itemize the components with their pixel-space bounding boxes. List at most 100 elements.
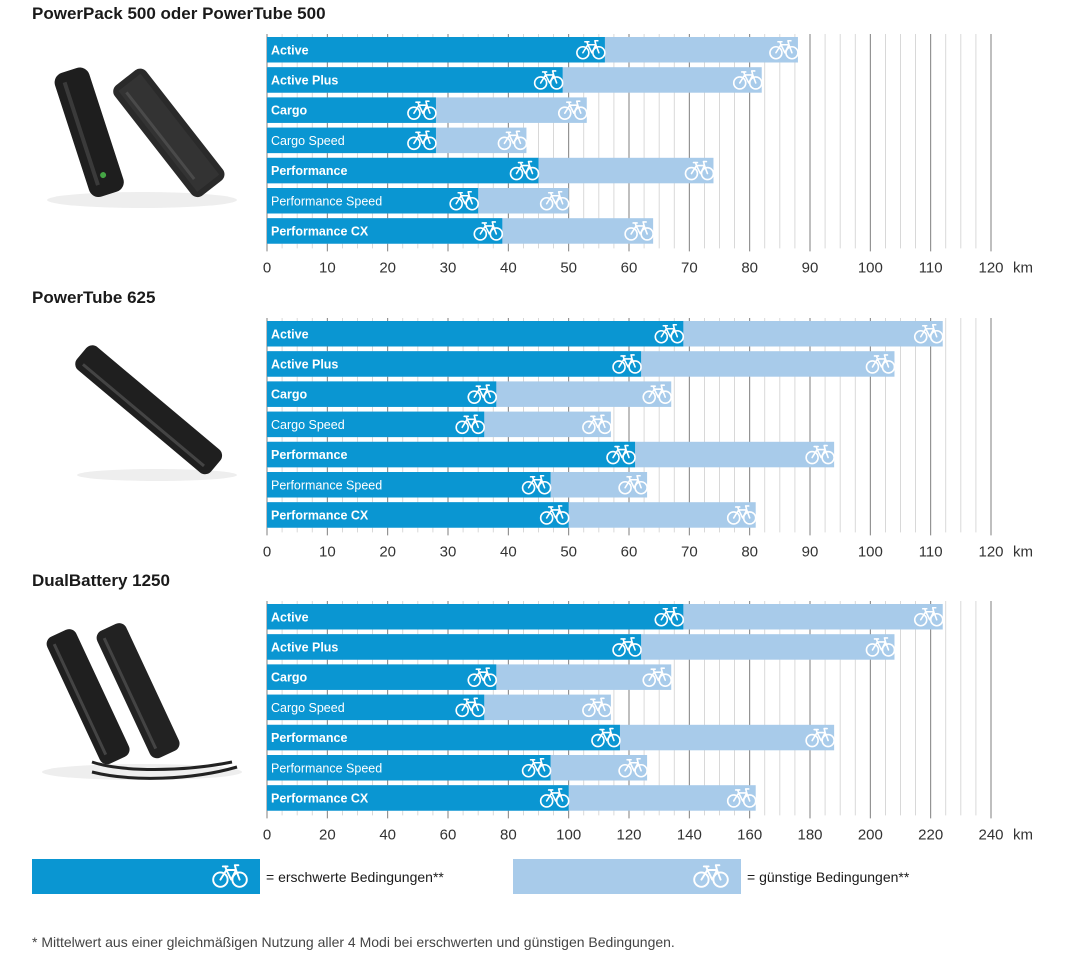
bar-row: Performance Speed — [267, 188, 570, 214]
x-tick-label: 40 — [500, 543, 517, 560]
bar-difficult — [267, 785, 569, 811]
x-tick-label: 20 — [379, 259, 396, 276]
bicycle-icon — [455, 697, 486, 718]
x-tick-label: 160 — [737, 826, 762, 843]
bicycle-icon — [726, 505, 757, 525]
category-label: Cargo — [271, 104, 307, 118]
bicycle-icon — [509, 160, 540, 181]
bar-difficult — [267, 502, 569, 528]
legend-swatch-easy — [513, 859, 741, 894]
bar-row: Performance — [267, 157, 715, 184]
category-label: Performance Speed — [271, 478, 382, 492]
category-label: Cargo Speed — [271, 134, 345, 148]
bicycle-icon — [473, 221, 504, 241]
bicycle-icon — [582, 697, 612, 718]
x-tick-label: 100 — [858, 543, 883, 560]
bar-row: Cargo Speed — [267, 411, 612, 438]
x-tick-label: 20 — [379, 543, 396, 560]
bar-row: Performance Speed — [267, 472, 648, 498]
battery-image-powertube-625 — [75, 345, 237, 481]
bicycle-icon — [732, 70, 763, 90]
bicycle-icon — [612, 637, 642, 657]
bar-difficult — [267, 381, 497, 407]
range-chart-powerpack-500: Active Active Plus Cargo Cargo Speed Perform… — [263, 34, 1033, 276]
x-tick-label: 100 — [556, 826, 581, 843]
category-label: Active — [271, 610, 309, 624]
x-tick-label: 0 — [263, 543, 271, 560]
x-tick-label: 70 — [681, 543, 698, 560]
bicycle-icon — [805, 727, 835, 748]
bar-row: Cargo Speed — [267, 127, 528, 154]
x-tick-label: 220 — [918, 826, 943, 843]
x-tick-label: 0 — [263, 826, 271, 843]
bar-row: Active — [267, 37, 799, 63]
x-unit-label: km — [1013, 259, 1033, 276]
bicycle-icon — [576, 39, 606, 60]
category-label: Cargo Speed — [271, 701, 345, 715]
bar-difficult — [267, 127, 436, 154]
x-tick-label: 80 — [741, 543, 758, 560]
chart-title-dualbattery-1250: DualBattery 1250 — [32, 571, 170, 590]
x-tick-label: 80 — [500, 826, 517, 843]
legend-label-hard: = erschwerte Bedingungen** — [266, 869, 444, 885]
bicycle-icon — [612, 354, 642, 374]
bar-difficult — [267, 67, 563, 93]
bicycle-icon — [407, 100, 437, 120]
category-label: Active Plus — [271, 73, 338, 87]
battery-image-dualbattery-1250 — [42, 623, 242, 780]
bicycle-icon — [865, 637, 896, 657]
bar-row: Cargo — [267, 381, 673, 407]
bicycle-icon — [467, 384, 498, 404]
bar-row: Active Plus — [267, 634, 896, 660]
category-label: Cargo — [271, 388, 307, 402]
bicycle-icon — [769, 39, 799, 60]
x-tick-label: 20 — [319, 826, 336, 843]
footnote: * Mittelwert aus einer gleichmäßigen Nut… — [32, 934, 675, 950]
bicycle-icon — [455, 414, 486, 435]
category-label: Active Plus — [271, 357, 338, 371]
bicycle-icon — [642, 384, 673, 404]
category-label: Performance — [271, 448, 347, 462]
x-tick-label: 140 — [677, 826, 702, 843]
bar-difficult — [267, 218, 503, 244]
bicycle-icon — [497, 130, 528, 151]
x-tick-label: 60 — [440, 826, 457, 843]
bar-difficult — [267, 97, 436, 123]
bar-difficult — [267, 694, 485, 721]
x-tick-label: 30 — [440, 543, 457, 560]
bar-row: Performance Speed — [267, 755, 648, 781]
category-label: Cargo — [271, 671, 307, 685]
x-tick-label: 0 — [263, 259, 271, 276]
bicycle-icon — [913, 323, 944, 344]
chart-title-powertube-625: PowerTube 625 — [32, 288, 156, 307]
bicycle-icon — [212, 864, 248, 888]
bar-row: Performance CX — [267, 785, 757, 811]
bicycle-icon — [521, 474, 552, 495]
category-label: Active — [271, 43, 309, 57]
x-tick-label: 40 — [379, 826, 396, 843]
x-tick-label: 120 — [978, 259, 1003, 276]
category-label: Active Plus — [271, 640, 338, 654]
bar-difficult — [267, 634, 642, 660]
bicycle-icon — [467, 667, 498, 687]
range-chart-dualbattery-1250: Active Active Plus Cargo Cargo Speed Perform… — [263, 601, 1033, 843]
x-tick-label: 70 — [681, 259, 698, 276]
category-label: Performance CX — [271, 508, 369, 522]
bar-difficult — [267, 351, 642, 377]
bicycle-icon — [618, 474, 648, 495]
category-label: Performance CX — [271, 791, 369, 805]
legend-swatch-hard — [32, 859, 260, 894]
bar-difficult — [267, 157, 539, 184]
bar-difficult — [267, 188, 479, 214]
x-tick-label: 10 — [319, 543, 336, 560]
bicycle-icon — [654, 323, 685, 344]
x-tick-label: 60 — [621, 259, 638, 276]
category-label: Active — [271, 327, 309, 341]
bicycle-icon — [539, 505, 570, 525]
bar-difficult — [267, 604, 684, 630]
bar-difficult — [267, 472, 551, 498]
x-tick-label: 50 — [560, 543, 577, 560]
bicycle-icon — [693, 864, 729, 888]
bicycle-icon — [539, 788, 570, 808]
bicycle-icon — [913, 606, 944, 627]
